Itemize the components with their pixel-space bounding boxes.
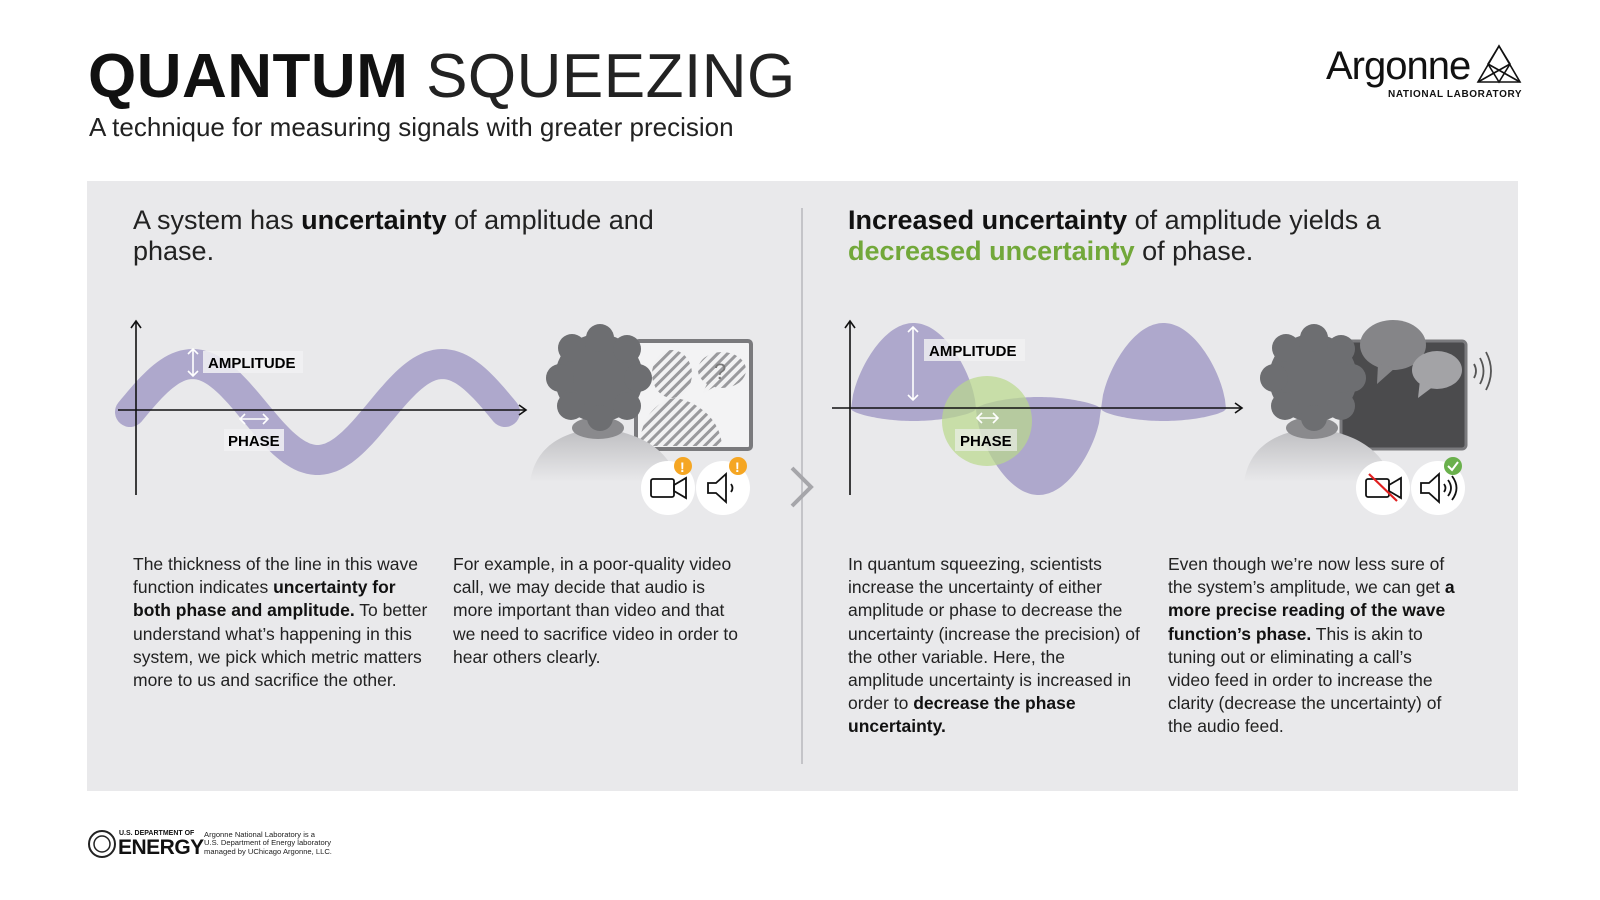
- right-paragraph-1: In quantum squeezing, scientists increas…: [848, 553, 1143, 739]
- person-hair: [1260, 324, 1366, 431]
- amplitude-label: AMPLITUDE: [208, 355, 296, 372]
- svg-text:!: !: [680, 459, 685, 475]
- argonne-triangle-icon: [1476, 44, 1522, 84]
- speech-bubble-icon: [1412, 351, 1462, 398]
- warning-badge-icon: !: [674, 457, 692, 475]
- text-segment: uncertainty for both phase and amplitude…: [133, 577, 396, 621]
- right-paragraph-2: Even though we’re now less sure of the s…: [1168, 553, 1458, 739]
- phase-arrow-icon: [975, 412, 1000, 424]
- video-camera-off-icon: [1365, 473, 1402, 502]
- question-mark: ?: [714, 359, 726, 384]
- text-segment: This is akin to tuning out or eliminatin…: [1168, 623, 1442, 737]
- left-video-call-illustration: ? ! !: [530, 324, 753, 515]
- right-video-call-illustration: [1244, 320, 1492, 515]
- amplitude-label: AMPLITUDE: [929, 343, 1017, 360]
- right-wave-band: [851, 323, 1226, 495]
- text-segment: The thickness of the line in this wave f…: [133, 554, 419, 598]
- text-segment: of amplitude and phase.: [133, 205, 654, 266]
- amplitude-arrow-icon: [907, 325, 919, 402]
- title-bold: QUANTUM: [88, 42, 409, 111]
- title-light: SQUEEZING: [426, 42, 796, 111]
- footer-note-line: managed by UChicago Argonne, LLC.: [204, 846, 332, 856]
- phase-uncertainty-circle: [942, 376, 1032, 466]
- chevron-right-icon: [790, 466, 814, 508]
- phase-arrow-icon: [238, 413, 270, 425]
- footer-note-line: U.S. Department of Energy laboratory: [204, 838, 332, 848]
- blurry-person-icon: [640, 350, 722, 446]
- person-body: [1244, 428, 1392, 482]
- y-axis-arrow-icon: [844, 319, 856, 329]
- section-divider: [801, 208, 803, 764]
- phase-label: PHASE: [228, 433, 280, 450]
- right-heading: Increased uncertainty of amplitude yield…: [848, 205, 1408, 267]
- left-paragraph-1: The thickness of the line in this wave f…: [133, 553, 438, 692]
- speech-bubble-icon: ?: [698, 352, 746, 394]
- logo-tagline: NATIONAL LABORATORY: [1388, 89, 1523, 100]
- speaker-icon: [707, 471, 734, 505]
- y-axis-arrow-icon: [130, 319, 142, 329]
- text-segment: of phase.: [1134, 236, 1254, 266]
- left-heading: A system has uncertainty of amplitude an…: [133, 205, 693, 267]
- check-badge-icon: [1444, 457, 1462, 475]
- doe-wordmark: ENERGY: [118, 836, 204, 859]
- left-wave-band: [115, 348, 520, 475]
- person-body: [530, 428, 678, 482]
- text-segment: decreased uncertainty: [848, 236, 1135, 266]
- warning-badge-icon: !: [729, 457, 747, 475]
- doe-seal-icon: [88, 830, 116, 858]
- x-axis-arrow-icon: [518, 404, 528, 416]
- text-segment: To better understand what’s happening in…: [133, 600, 428, 691]
- page-title: QUANTUM SQUEEZING: [88, 42, 796, 112]
- left-wave-diagram: AMPLITUDE PHASE: [115, 319, 528, 495]
- argonne-logo: Argonne NATIONAL LABORATORY: [1326, 44, 1526, 104]
- text-segment: uncertainty: [301, 205, 447, 235]
- doe-top-text: U.S. DEPARTMENT OF: [119, 830, 195, 837]
- video-camera-icon: [650, 476, 687, 500]
- text-segment: Increased uncertainty: [848, 205, 1128, 235]
- page-subtitle: A technique for measuring signals with g…: [89, 112, 734, 142]
- right-wave-diagram: AMPLITUDE PHASE: [832, 319, 1244, 495]
- text-segment: a more precise reading of the wave funct…: [1168, 577, 1455, 644]
- text-segment: In quantum squeezing, scientists increas…: [848, 554, 1140, 714]
- svg-text:!: !: [735, 459, 740, 475]
- left-paragraph-2: For example, in a poor-quality video cal…: [453, 553, 743, 669]
- text-segment: decrease the phase uncertainty.: [848, 693, 1076, 737]
- text-segment: Even though we’re now less sure of the s…: [1168, 554, 1445, 598]
- speaker-icon: [1420, 471, 1458, 505]
- footer-note: Argonne National Laboratory is a U.S. De…: [204, 830, 332, 856]
- amplitude-arrow-icon: [187, 347, 199, 378]
- sound-waves-icon: [1473, 351, 1492, 391]
- person-hair: [546, 324, 652, 431]
- footer-note-line: Argonne National Laboratory is a: [204, 830, 316, 839]
- x-axis-arrow-icon: [1234, 402, 1244, 414]
- text-segment: A system has: [133, 205, 302, 235]
- text-segment: of amplitude yields a: [1127, 205, 1381, 235]
- phase-label: PHASE: [960, 433, 1012, 450]
- text-segment: For example, in a poor-quality video cal…: [453, 554, 739, 667]
- speech-bubble-icon: [1360, 320, 1426, 384]
- logo-wordmark: Argonne: [1326, 44, 1471, 88]
